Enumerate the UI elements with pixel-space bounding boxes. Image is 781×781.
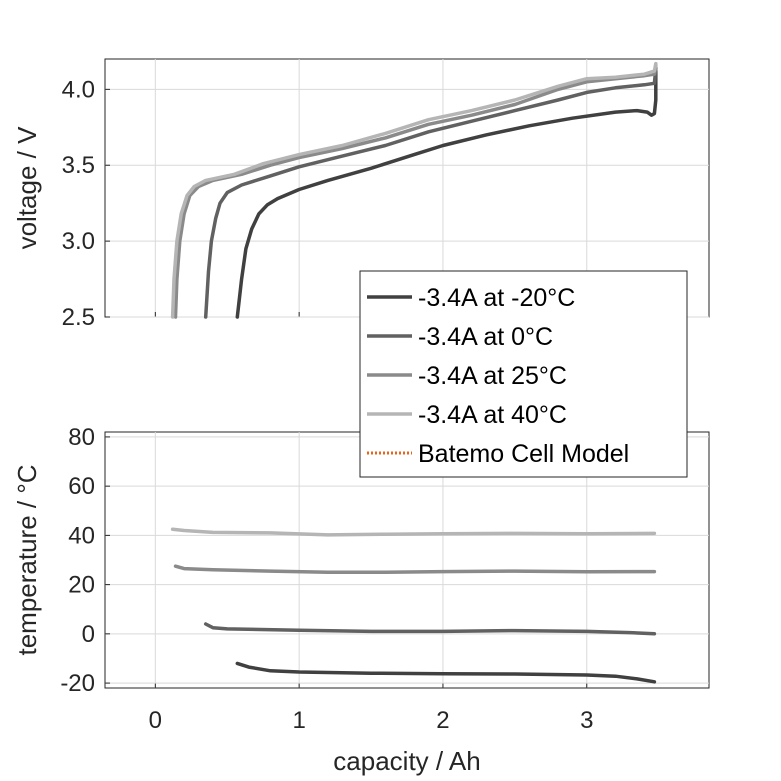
- legend-box: [359, 270, 688, 478]
- temperature-series-line-0: [235, 661, 657, 684]
- temperature-y-tick-label-5: 80: [68, 424, 95, 451]
- temperature-x-tick-label-1: 1: [292, 707, 305, 734]
- legend-label-1: -3.4A at 0°C: [418, 323, 553, 351]
- temperature-panel: -20 0 20 40 60 80 0 1 2 3 temperature / °C capac…: [12, 424, 710, 776]
- legend-entries: -3.4A at -20°C -3.4A at 0°C -3.4A at 25°C -…: [367, 284, 629, 468]
- temperature-y-tick-label-1: 0: [82, 621, 95, 648]
- voltage-y-ticks: 2.5 3.0 3.5 4.0: [62, 76, 95, 331]
- voltage-y-tick-label-2: 3.5: [62, 152, 95, 179]
- temperature-y-ticks: -20 0 20 40 60 80: [60, 424, 95, 697]
- voltage-y-tick-label-3: 4.0: [62, 76, 95, 103]
- voltage-series-line-0: [235, 69, 658, 319]
- legend-label-3: -3.4A at 40°C: [418, 401, 567, 429]
- temperature-y-tick-label-0: -20: [60, 670, 95, 697]
- temperature-series-line-2: [173, 564, 657, 575]
- voltage-y-tick-label-0: 2.5: [62, 304, 95, 331]
- capacity-x-axis-label: capacity / Ah: [333, 746, 480, 776]
- voltage-series: [170, 61, 658, 319]
- temperature-x-tick-label-3: 3: [580, 707, 593, 734]
- legend-label-2: -3.4A at 25°C: [418, 362, 567, 390]
- legend-label-4: Batemo Cell Model: [418, 440, 629, 468]
- temperature-series-line-1: [203, 622, 657, 636]
- temperature-y-tick-label-4: 60: [68, 473, 95, 500]
- temperature-y-tick-label-2: 20: [68, 572, 95, 599]
- voltage-y-axis-label: voltage / V: [12, 126, 42, 250]
- temperature-series-line-3: [170, 527, 657, 537]
- legend-label-0: -3.4A at -20°C: [418, 284, 575, 312]
- voltage-y-tick-label-1: 3.0: [62, 228, 95, 255]
- voltage-series-line-1: [203, 66, 658, 319]
- voltage-series-line-2: [173, 63, 658, 319]
- legend: -3.4A at -20°C -3.4A at 0°C -3.4A at 25°C -…: [359, 270, 688, 478]
- voltage-series-line-3: [170, 61, 658, 319]
- temperature-y-tick-label-3: 40: [68, 522, 95, 549]
- temperature-x-tick-label-2: 2: [436, 707, 449, 734]
- temperature-series: [170, 527, 657, 684]
- temperature-y-axis-label: temperature / °C: [12, 464, 42, 655]
- capacity-x-ticks: 0 1 2 3: [149, 707, 594, 734]
- temperature-x-tick-label-0: 0: [149, 707, 162, 734]
